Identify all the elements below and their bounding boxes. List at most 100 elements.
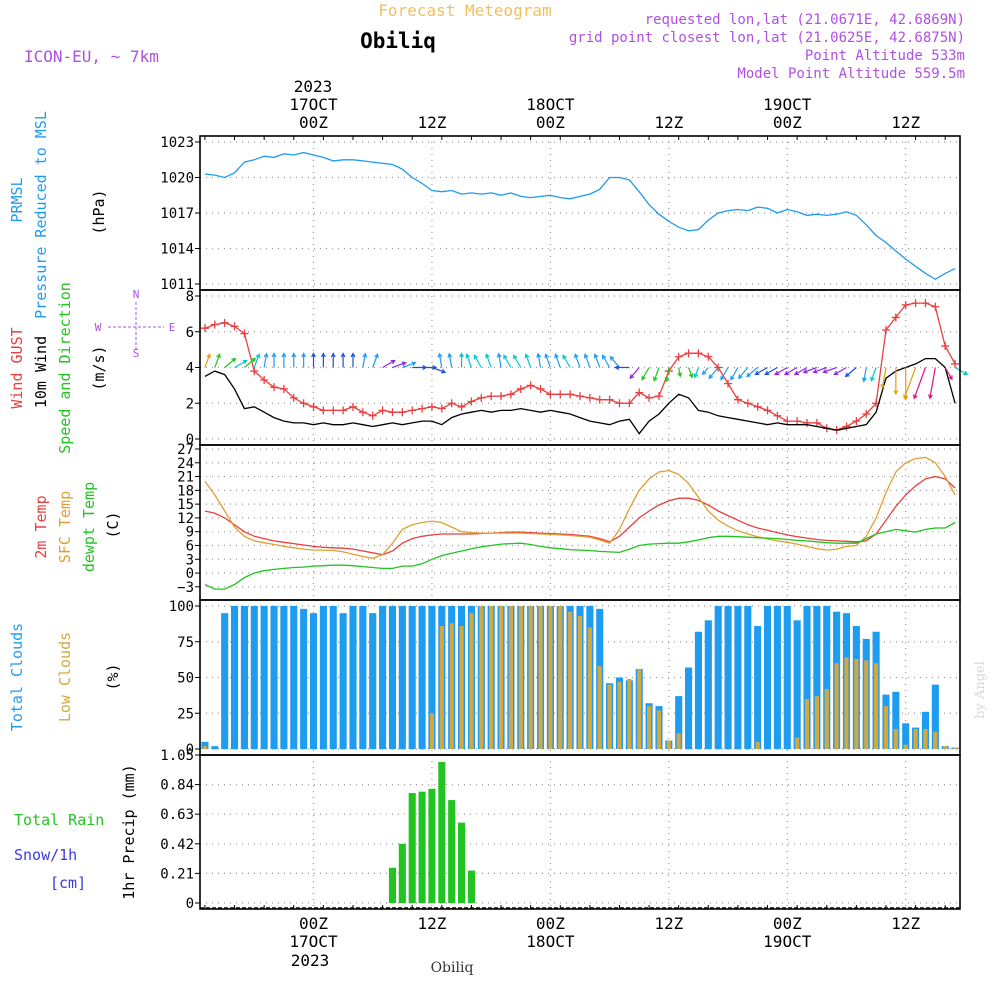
- gust-marker: [270, 383, 279, 392]
- bar: [795, 737, 800, 749]
- wind-direction-arrow: [944, 367, 953, 381]
- wind-direction-arrow: [496, 352, 502, 368]
- bar: [242, 749, 247, 750]
- bar: [319, 606, 327, 749]
- bar: [952, 747, 958, 749]
- bar: [290, 606, 298, 749]
- top-year-label: 2023: [294, 77, 333, 96]
- panel-wind: 0 2 4 6 8: [186, 289, 969, 448]
- bar: [675, 696, 683, 749]
- bar: [627, 678, 632, 749]
- gust-marker: [497, 392, 506, 401]
- bar: [834, 663, 839, 749]
- bar: [893, 728, 898, 749]
- gust-marker: [911, 299, 920, 308]
- gust-marker: [576, 392, 584, 401]
- wind-direction-arrow: [291, 352, 297, 368]
- gust-marker: [862, 409, 871, 418]
- bar: [874, 663, 879, 749]
- bar: [339, 613, 347, 749]
- gust-marker: [210, 320, 219, 329]
- bar: [844, 657, 849, 749]
- bar: [262, 749, 267, 750]
- bar: [250, 606, 258, 749]
- point-altitude: Point Altitude 533m: [805, 48, 965, 64]
- y-tick-label: 9: [186, 525, 194, 541]
- wind-direction-arrow: [263, 352, 269, 368]
- wind-direction-arrow: [574, 353, 581, 368]
- gust-marker: [250, 367, 259, 376]
- gust-marker: [418, 404, 427, 413]
- gust-marker: [921, 299, 930, 308]
- panel-pressure: 1011 1014 1017 1020 1023: [160, 135, 961, 293]
- gust-marker: [339, 406, 348, 415]
- pressure-unit-label: (hPa): [90, 189, 108, 234]
- bar: [291, 749, 296, 750]
- wind-direction-arrow: [524, 353, 532, 368]
- y-tick-label: 4: [186, 361, 194, 377]
- gust-marker: [319, 406, 328, 415]
- top-hour-label: 00Z: [536, 113, 565, 132]
- bar: [301, 749, 306, 750]
- bar: [270, 606, 278, 749]
- bar: [202, 746, 208, 749]
- bar: [528, 606, 533, 749]
- bar: [410, 749, 415, 750]
- wind-direction-arrow: [320, 352, 326, 368]
- bar: [420, 749, 425, 750]
- bar: [232, 749, 237, 750]
- gust-marker: [358, 408, 367, 417]
- gust-marker: [516, 384, 525, 393]
- gust-marker: [803, 418, 812, 427]
- panel-frame: [199, 754, 961, 910]
- gust-marker: [200, 324, 209, 333]
- y-tick-label: 18: [177, 483, 194, 499]
- gust-marker: [398, 408, 407, 417]
- wind-direction-arrow: [340, 352, 346, 368]
- temp-dewpt-label: dewpt Temp: [80, 482, 98, 572]
- gust-marker: [901, 300, 910, 309]
- wind-direction-arrow: [224, 357, 237, 368]
- y-tick-label: 0.42: [160, 837, 194, 853]
- bar: [369, 613, 377, 749]
- bar: [685, 667, 693, 749]
- gust-marker: [931, 302, 940, 311]
- bar: [508, 606, 513, 749]
- temp-sfc-label: SFC Temp: [56, 491, 74, 563]
- top-hour-label: 12Z: [417, 113, 446, 132]
- bar: [903, 744, 908, 749]
- bar: [656, 710, 662, 749]
- top-date-label: 18OCT: [526, 95, 575, 114]
- gust-marker: [309, 402, 318, 411]
- bar: [617, 681, 622, 749]
- gust-marker: [536, 384, 545, 393]
- wind-direction-arrow: [774, 366, 788, 376]
- bar: [438, 762, 446, 903]
- bar: [469, 613, 474, 749]
- y-tick-label: 1014: [160, 242, 194, 258]
- y-tick-label: 1011: [160, 277, 194, 293]
- gust-marker: [625, 399, 634, 408]
- wind-direction-arrow: [708, 367, 719, 380]
- gust-marker: [279, 384, 288, 393]
- wind-speed-direction-label: Speed and Direction: [56, 282, 74, 454]
- bottom-hour-label: 12Z: [654, 914, 683, 933]
- y-tick-label: 0.21: [160, 866, 194, 882]
- y-tick-label: 1023: [160, 135, 194, 151]
- bar: [666, 740, 671, 749]
- bar: [398, 843, 406, 903]
- precip-unit-label: 1hr Precip (mm): [120, 764, 138, 899]
- wind-direction-arrow: [536, 352, 542, 368]
- bar: [745, 749, 750, 750]
- bar: [459, 626, 464, 749]
- bar: [349, 606, 357, 749]
- wind-direction-arrow: [465, 353, 472, 368]
- bar: [558, 606, 563, 749]
- total-rain-label: Total Rain: [14, 811, 104, 829]
- wind-direction-arrow: [392, 361, 407, 369]
- wind-direction-arrow: [893, 367, 899, 396]
- pressure-msl-label: Pressure Reduced to MSL: [32, 111, 50, 319]
- wind-direction-arrow: [783, 366, 798, 376]
- bar: [676, 733, 681, 749]
